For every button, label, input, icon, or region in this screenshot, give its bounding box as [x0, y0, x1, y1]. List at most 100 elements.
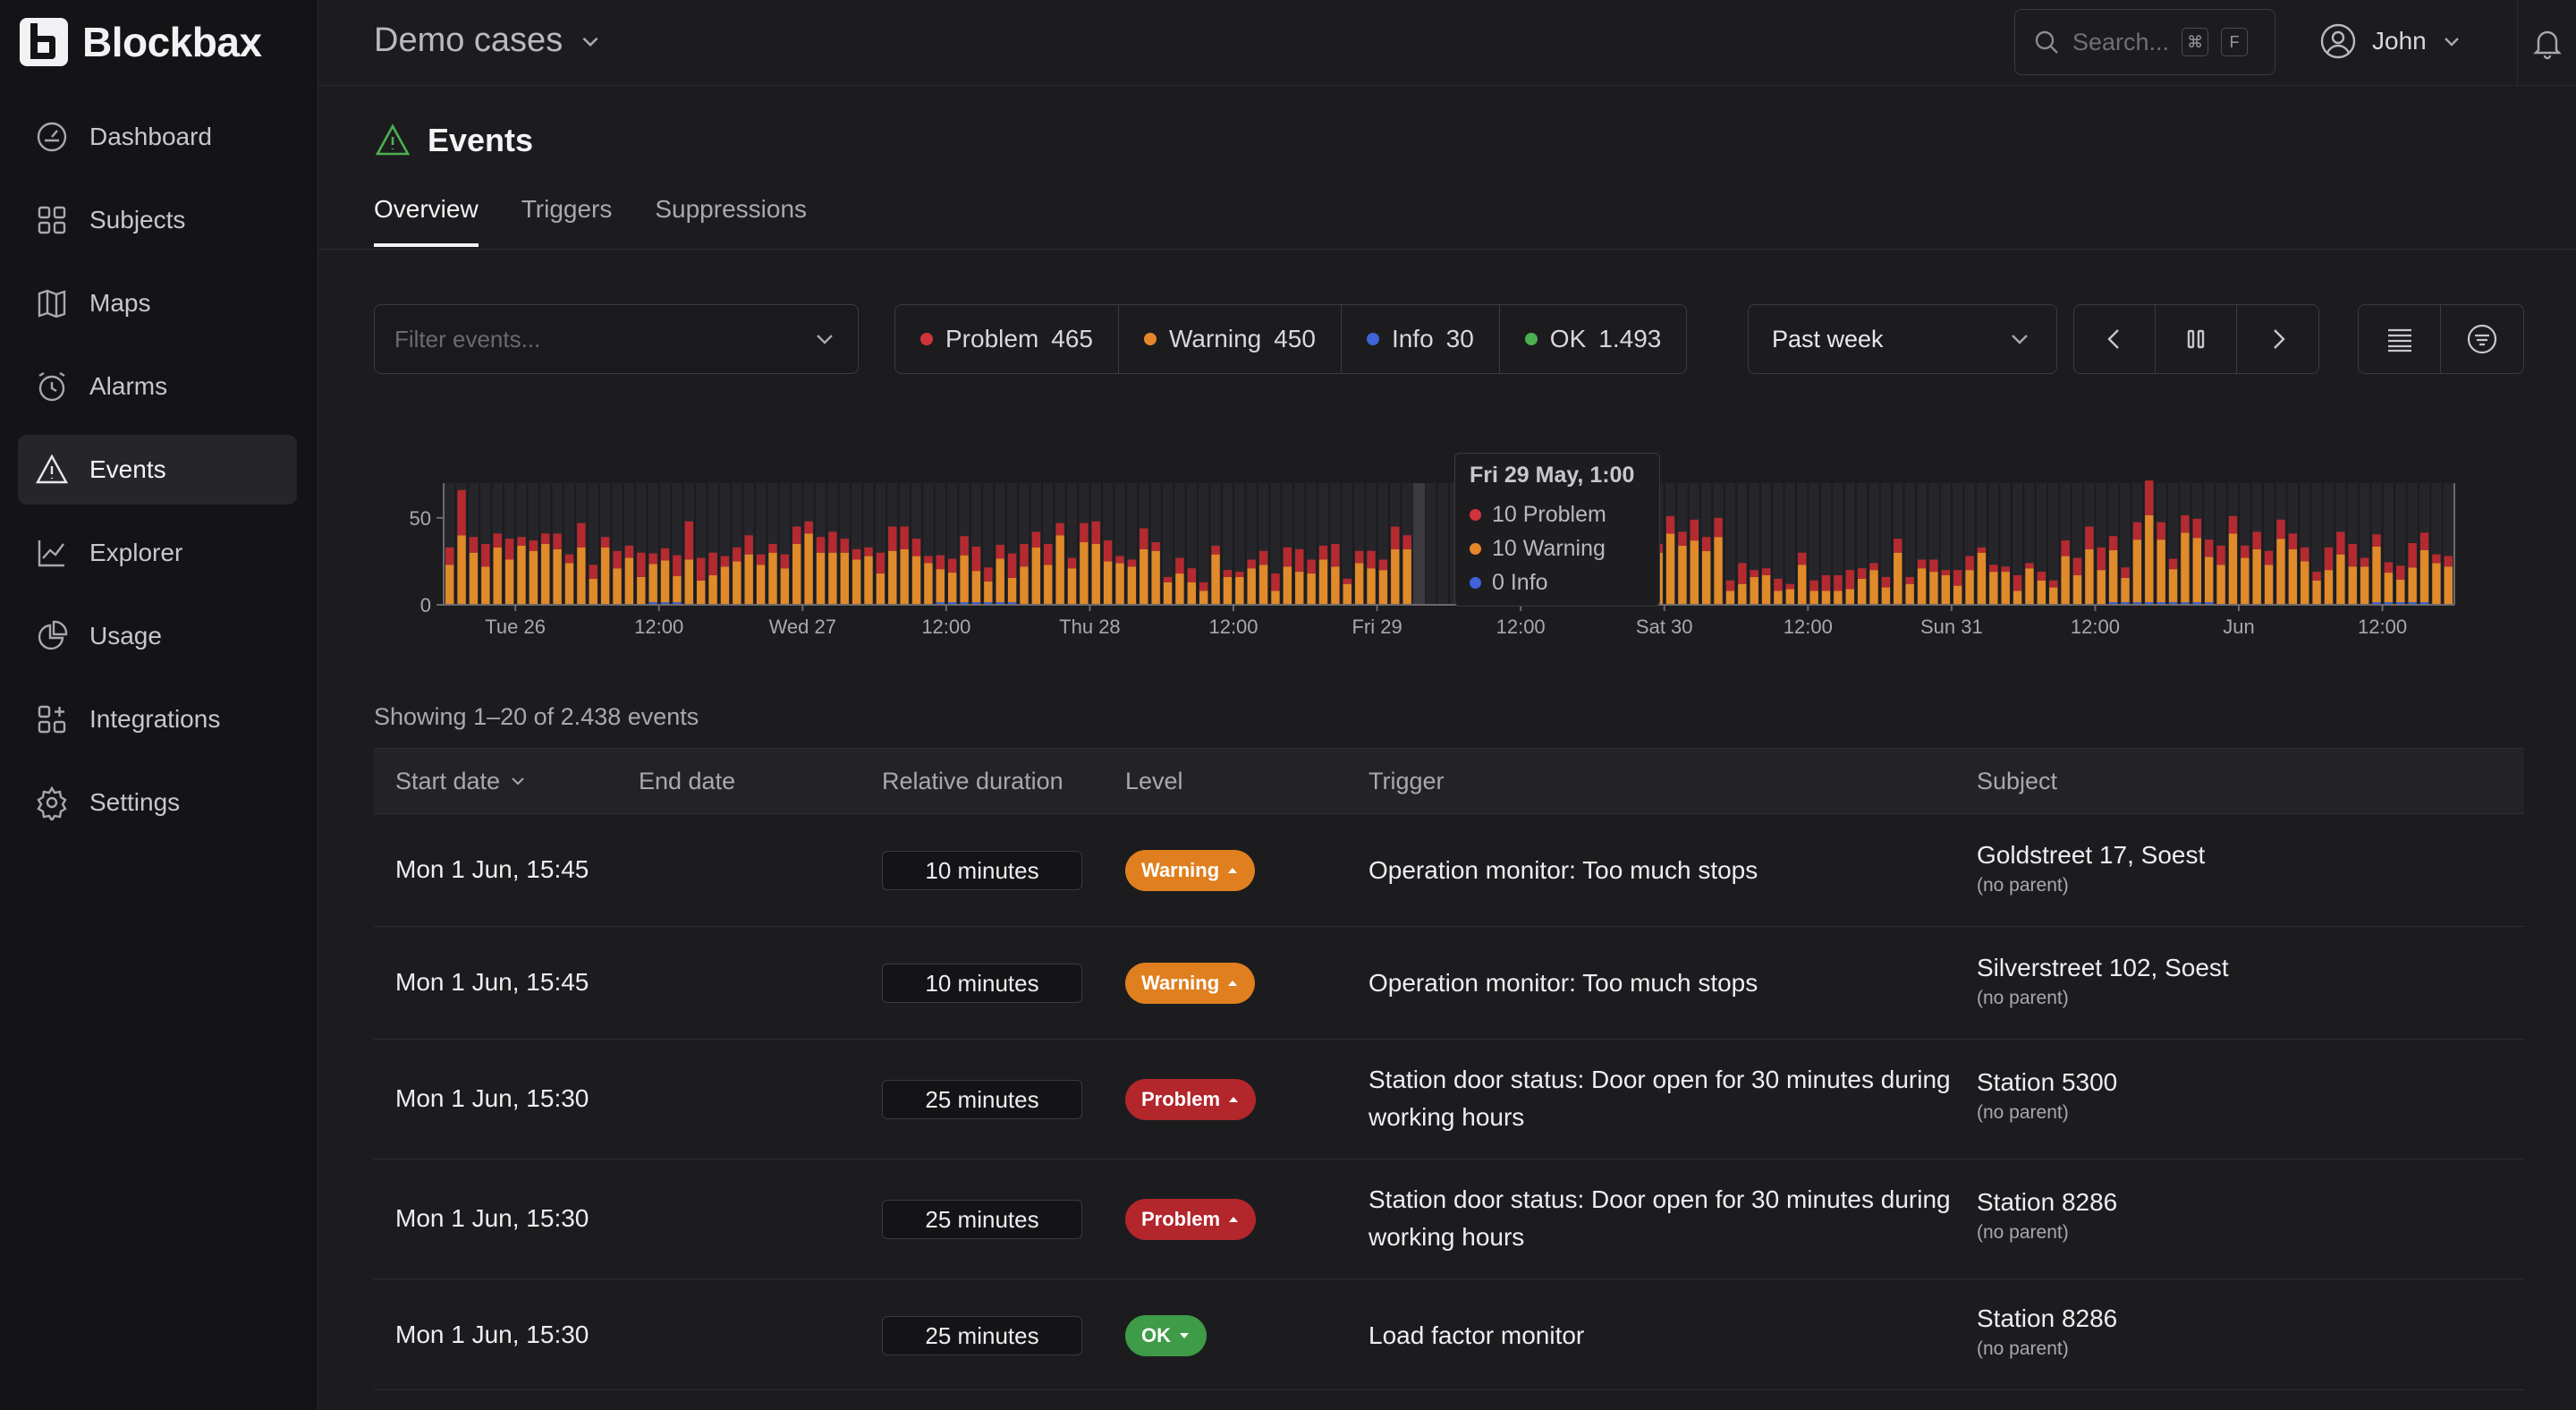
chart-bucket-bg	[623, 483, 635, 605]
subject-name[interactable]: Silverstreet 102, Soest	[1977, 954, 2229, 981]
table-row[interactable]: Mon 1 Jun, 15:30 25 minutes Problem Stat…	[374, 1040, 2524, 1159]
sidebar-item-integrations[interactable]: Integrations	[18, 684, 297, 754]
column-subject[interactable]: Subject	[1977, 767, 2058, 794]
bar-problem	[1115, 556, 1124, 564]
bar-problem	[457, 489, 466, 536]
density-button[interactable]	[2359, 305, 2441, 373]
sidebar-item-subjects[interactable]: Subjects	[18, 185, 297, 255]
level-filter-ok[interactable]: OK 1.493	[1500, 305, 1687, 373]
level-filter-info[interactable]: Info 30	[1342, 305, 1500, 373]
pause-button[interactable]	[2156, 305, 2237, 373]
bar-problem	[1989, 565, 1998, 573]
bar-info	[2132, 602, 2142, 605]
bar-warning	[1941, 574, 1950, 605]
bar-info	[2192, 602, 2201, 605]
bar-info	[2121, 602, 2130, 605]
subject: Station 8286 (no parent)	[1977, 1188, 2117, 1244]
bar-warning	[589, 578, 597, 605]
column-level[interactable]: Level	[1125, 767, 1183, 794]
bar-warning	[708, 574, 717, 605]
bar-warning	[1378, 570, 1388, 605]
notifications-button[interactable]	[2517, 0, 2576, 86]
chart-bucket-bg	[1234, 483, 1245, 605]
filter-options-button[interactable]	[2441, 305, 2523, 373]
bar-problem	[564, 554, 574, 564]
bar-problem	[1702, 537, 1711, 551]
tabs-divider	[318, 249, 2576, 250]
bar-warning	[936, 569, 945, 603]
bar-warning	[1247, 568, 1256, 605]
bar-problem	[1247, 559, 1256, 569]
column-end-date[interactable]: End date	[639, 767, 736, 794]
bar-warning	[600, 547, 610, 605]
level-filter-problem[interactable]: Problem 465	[895, 305, 1119, 373]
sidebar-item-dashboard[interactable]: Dashboard	[18, 102, 297, 172]
bar-problem	[2372, 534, 2381, 547]
bar-warning	[504, 559, 514, 605]
hover-highlight	[1412, 483, 1426, 605]
subject-parent: (no parent)	[1977, 988, 2069, 1008]
column-relative-duration[interactable]: Relative duration	[882, 767, 1063, 794]
pie-chart-icon	[38, 620, 68, 650]
chart-bucket-bg	[1773, 483, 1784, 605]
bar-warning	[1738, 583, 1747, 605]
chart-bucket-bg	[1210, 483, 1221, 605]
table-row[interactable]: Mon 1 Jun, 15:45 10 minutes Warning Oper…	[374, 927, 2524, 1040]
sidebar-item-usage[interactable]: Usage	[18, 601, 297, 671]
chart-bucket-bg	[1940, 483, 1951, 605]
ok-dot-icon	[1524, 333, 1538, 345]
bar-problem	[792, 526, 801, 544]
bar-problem	[1080, 522, 1089, 543]
next-period-button[interactable]	[2237, 305, 2318, 373]
logo[interactable]: Blockbax	[18, 16, 262, 68]
subject-name[interactable]: Station 8286	[1977, 1188, 2118, 1216]
table-row[interactable]: Mon 1 Jun, 15:30 25 minutes OK Load fact…	[374, 1279, 2524, 1390]
x-tick-label: Sat 30	[1636, 616, 1693, 638]
chart-bucket-bg	[708, 483, 718, 605]
tab-suppressions[interactable]: Suppressions	[655, 195, 808, 223]
bar-problem	[2121, 567, 2130, 578]
search-box[interactable]: Search... ⌘ F	[2014, 9, 2275, 75]
bar-info	[971, 602, 981, 605]
level-count: 1.493	[1598, 325, 1662, 352]
workspace-selector[interactable]: Demo cases	[374, 21, 602, 60]
subject-name[interactable]: Station 5300	[1977, 1068, 2118, 1096]
column-trigger[interactable]: Trigger	[1368, 767, 1445, 794]
filter-events-input[interactable]	[394, 325, 788, 353]
chart-bucket-bg	[779, 483, 791, 605]
tab-triggers[interactable]: Triggers	[521, 195, 613, 223]
caret-up-icon	[1229, 1097, 1239, 1102]
previous-period-button[interactable]	[2074, 305, 2156, 373]
chart-bucket-bg	[1066, 483, 1078, 605]
bar-warning	[469, 552, 479, 605]
table-row[interactable]: Mon 1 Jun, 15:30 25 minutes Problem Stat…	[374, 1159, 2524, 1279]
filter-events-dropdown[interactable]	[374, 304, 859, 374]
events-histogram[interactable]: 0 50 Tue 26 12:00 Wed 27 12:00 Thu 28 12:00 Fri …	[394, 447, 2469, 662]
subject-name[interactable]: Station 8286	[1977, 1304, 2118, 1332]
sidebar-item-label: Events	[89, 455, 166, 483]
level-count: 30	[1445, 325, 1474, 352]
bar-info	[2396, 602, 2405, 605]
sidebar-item-alarms[interactable]: Alarms	[18, 352, 297, 421]
bar-warning	[1894, 552, 1902, 605]
chart-bucket-bg	[732, 483, 742, 605]
sidebar-item-events[interactable]: Events	[18, 435, 297, 505]
column-start-date[interactable]: Start date	[395, 768, 527, 795]
sidebar-item-settings[interactable]: Settings	[18, 768, 297, 837]
chart-bucket-bg	[564, 483, 575, 605]
period-select[interactable]: Past week	[1748, 304, 2057, 374]
bar-warning	[2145, 514, 2154, 603]
chart-bucket-bg	[1174, 483, 1185, 605]
table-row[interactable]: Mon 1 Jun, 15:45 10 minutes Warning Oper…	[374, 814, 2524, 927]
sidebar-item-explorer[interactable]: Explorer	[18, 518, 297, 588]
user-menu[interactable]: John	[2318, 21, 2462, 61]
bar-warning	[2288, 548, 2298, 605]
level-badge: OK	[1125, 1315, 1207, 1356]
sidebar-item-maps[interactable]: Maps	[18, 268, 297, 338]
tab-overview[interactable]: Overview	[374, 195, 479, 247]
level-filter-warning[interactable]: Warning 450	[1119, 305, 1342, 373]
subject-name[interactable]: Goldstreet 17, Soest	[1977, 841, 2206, 869]
bar-problem	[1953, 570, 1962, 586]
bar-warning	[1367, 568, 1376, 605]
bar-problem	[1965, 556, 1974, 571]
